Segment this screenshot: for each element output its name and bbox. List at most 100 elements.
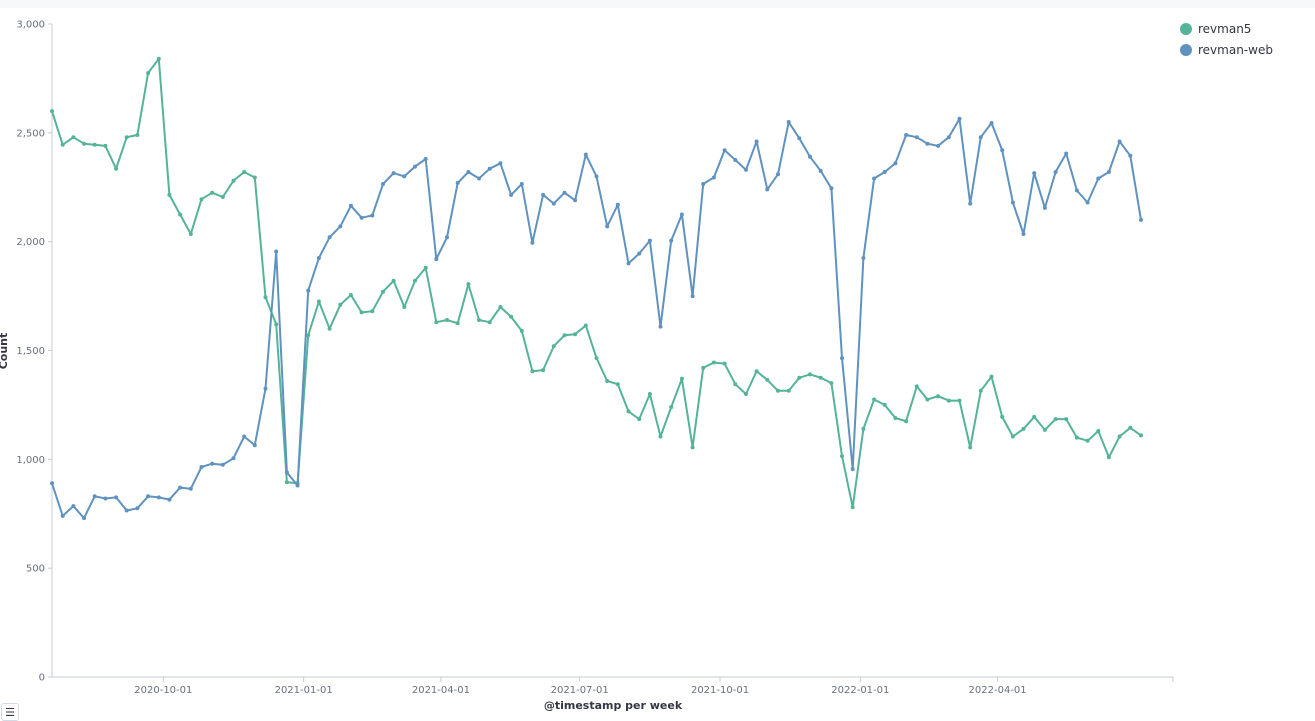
data-point[interactable] xyxy=(1010,434,1015,439)
data-point[interactable] xyxy=(498,161,503,166)
data-point[interactable] xyxy=(124,508,129,513)
data-point[interactable] xyxy=(348,293,353,297)
data-point[interactable] xyxy=(359,310,364,315)
data-point[interactable] xyxy=(210,190,215,195)
data-point[interactable] xyxy=(711,360,716,365)
data-point[interactable] xyxy=(381,289,385,294)
data-point[interactable] xyxy=(1085,200,1090,205)
data-point[interactable] xyxy=(562,190,567,195)
data-point[interactable] xyxy=(284,480,289,485)
data-point[interactable] xyxy=(818,375,823,380)
data-point[interactable] xyxy=(71,504,76,509)
data-point[interactable] xyxy=(530,240,535,245)
data-point[interactable] xyxy=(850,467,855,472)
data-point[interactable] xyxy=(861,426,866,431)
data-point[interactable] xyxy=(167,497,172,502)
data-point[interactable] xyxy=(957,398,962,403)
data-point[interactable] xyxy=(733,382,738,387)
data-point[interactable] xyxy=(583,323,588,328)
data-point[interactable] xyxy=(765,187,770,192)
legend-item-revman-web[interactable]: revman-web xyxy=(1180,39,1273,60)
data-point[interactable] xyxy=(754,369,759,374)
data-point[interactable] xyxy=(1128,425,1133,430)
data-point[interactable] xyxy=(1128,153,1133,158)
data-point[interactable] xyxy=(146,494,151,499)
data-point[interactable] xyxy=(1106,455,1111,460)
data-point[interactable] xyxy=(338,302,343,307)
data-point[interactable] xyxy=(1021,426,1026,431)
data-point[interactable] xyxy=(284,470,289,475)
data-point[interactable] xyxy=(1010,200,1015,205)
data-point[interactable] xyxy=(370,309,375,314)
data-point[interactable] xyxy=(316,256,321,260)
data-point[interactable] xyxy=(733,158,738,162)
data-point[interactable] xyxy=(295,483,300,488)
data-point[interactable] xyxy=(583,152,588,157)
data-point[interactable] xyxy=(487,320,492,325)
data-point[interactable] xyxy=(840,454,844,459)
data-point[interactable] xyxy=(391,278,396,283)
data-point[interactable] xyxy=(167,192,172,197)
legend-item-revman5[interactable]: revman5 xyxy=(1180,18,1273,39)
data-point[interactable] xyxy=(562,333,567,338)
data-point[interactable] xyxy=(306,333,311,338)
data-point[interactable] xyxy=(978,135,983,140)
data-point[interactable] xyxy=(594,174,599,179)
data-point[interactable] xyxy=(252,175,257,180)
data-point[interactable] xyxy=(551,344,556,349)
data-point[interactable] xyxy=(509,314,514,319)
data-point[interactable] xyxy=(818,168,823,173)
data-point[interactable] xyxy=(626,409,631,414)
data-point[interactable] xyxy=(103,496,108,501)
data-point[interactable] xyxy=(231,178,236,183)
data-point[interactable] xyxy=(455,321,460,326)
data-point[interactable] xyxy=(658,324,663,329)
data-point[interactable] xyxy=(220,195,225,199)
data-point[interactable] xyxy=(135,133,140,137)
data-point[interactable] xyxy=(1032,171,1037,176)
data-point[interactable] xyxy=(893,416,898,420)
data-point[interactable] xyxy=(872,176,877,181)
data-point[interactable] xyxy=(669,238,674,243)
data-point[interactable] xyxy=(989,121,994,125)
data-point[interactable] xyxy=(413,164,417,169)
data-point[interactable] xyxy=(744,392,748,396)
data-point[interactable] xyxy=(263,295,268,300)
data-point[interactable] xyxy=(946,135,951,140)
data-point[interactable] xyxy=(1085,438,1090,443)
data-point[interactable] xyxy=(60,513,65,518)
data-point[interactable] xyxy=(1053,170,1058,174)
data-point[interactable] xyxy=(840,356,844,361)
data-point[interactable] xyxy=(156,495,161,500)
data-point[interactable] xyxy=(434,320,439,325)
data-point[interactable] xyxy=(1021,232,1026,236)
data-point[interactable] xyxy=(861,256,866,260)
data-point[interactable] xyxy=(220,462,225,467)
data-point[interactable] xyxy=(402,174,407,179)
data-point[interactable] xyxy=(381,182,385,186)
data-point[interactable] xyxy=(327,235,332,240)
data-point[interactable] xyxy=(690,445,695,450)
data-point[interactable] xyxy=(551,201,556,206)
data-point[interactable] xyxy=(402,305,407,309)
data-point[interactable] xyxy=(797,375,802,380)
data-point[interactable] xyxy=(103,143,108,148)
data-point[interactable] xyxy=(626,261,631,266)
data-point[interactable] xyxy=(1117,139,1122,144)
data-point[interactable] xyxy=(487,166,492,171)
data-point[interactable] xyxy=(1053,417,1058,422)
data-point[interactable] xyxy=(893,161,898,166)
data-point[interactable] xyxy=(797,136,802,141)
data-point[interactable] xyxy=(573,198,578,203)
data-point[interactable] xyxy=(637,251,642,256)
data-point[interactable] xyxy=(370,213,375,218)
data-point[interactable] xyxy=(989,374,994,379)
data-point[interactable] xyxy=(263,386,268,391)
data-point[interactable] xyxy=(1000,414,1005,419)
data-point[interactable] xyxy=(776,388,780,393)
data-point[interactable] xyxy=(509,192,514,197)
data-point[interactable] xyxy=(477,318,481,322)
data-point[interactable] xyxy=(50,109,54,114)
data-point[interactable] xyxy=(199,465,204,469)
data-point[interactable] xyxy=(1032,414,1037,419)
